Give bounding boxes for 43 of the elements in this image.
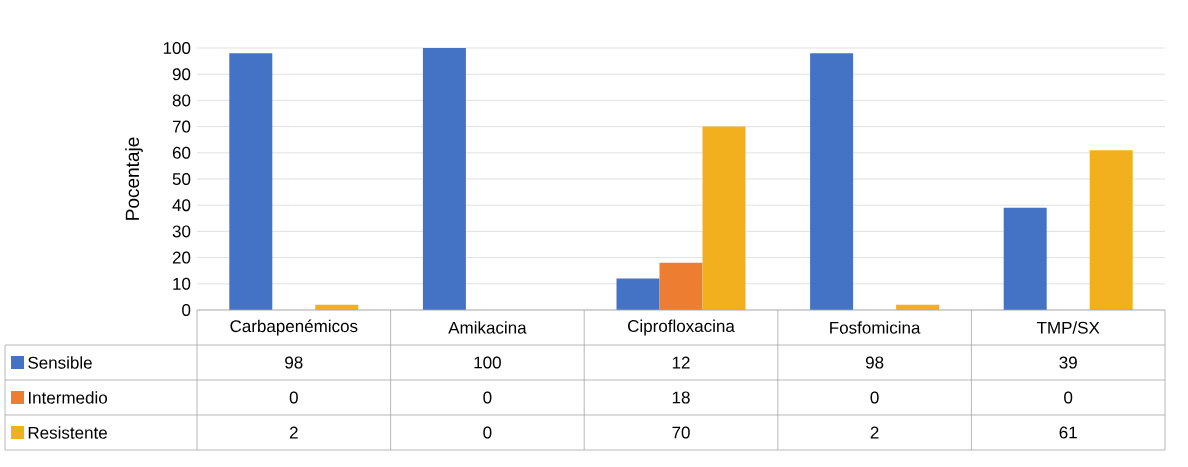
data-label: 100	[474, 356, 501, 369]
y-tick-label: 20	[172, 251, 191, 264]
y-tick-label: 80	[172, 94, 191, 107]
x-tick-label: Amikacina	[448, 321, 527, 334]
data-label: 2	[289, 426, 298, 439]
y-tick-label: 50	[172, 173, 191, 186]
data-label: 0	[870, 391, 879, 404]
y-tick-label: 40	[172, 199, 191, 212]
bar	[810, 53, 854, 310]
y-tick-label: 100	[163, 42, 191, 55]
bar	[422, 48, 466, 310]
x-tick-label: Ciprofloxacina	[628, 319, 735, 336]
data-label: 0	[483, 391, 492, 404]
x-tick-label: TMP/SX	[1036, 321, 1100, 334]
bar	[659, 262, 703, 310]
data-label: 39	[1059, 356, 1077, 369]
data-label: 0	[1064, 391, 1073, 404]
y-tick-label: 0	[182, 304, 191, 317]
x-tick-label: Fosfomicina	[830, 321, 921, 334]
legend-label: Resistente	[28, 426, 107, 439]
x-tick-label: Carbapenémicos	[230, 319, 358, 336]
data-label: 98	[285, 356, 303, 369]
y-tick-label: 10	[173, 277, 191, 290]
data-label: 70	[672, 426, 690, 439]
data-label: 0	[483, 426, 492, 439]
bar	[702, 126, 746, 310]
data-label: 18	[672, 391, 690, 404]
y-tick-label: 60	[172, 146, 191, 159]
bar	[1003, 207, 1047, 310]
data-label: 98	[865, 356, 884, 369]
data-label: 2	[870, 426, 879, 439]
y-axis-title: Pocentaje	[125, 137, 143, 220]
y-tick-label: 30	[172, 225, 191, 238]
data-label: 61	[1059, 426, 1077, 439]
data-label: 0	[289, 391, 298, 404]
y-tick-label: 70	[172, 120, 191, 133]
bar	[229, 53, 273, 310]
bar	[1089, 150, 1133, 310]
legend-label: Sensible	[28, 356, 92, 369]
bar	[616, 278, 660, 310]
y-tick-label: 90	[172, 68, 191, 81]
data-label: 12	[672, 356, 690, 369]
legend-label: Intermedio	[28, 391, 108, 404]
